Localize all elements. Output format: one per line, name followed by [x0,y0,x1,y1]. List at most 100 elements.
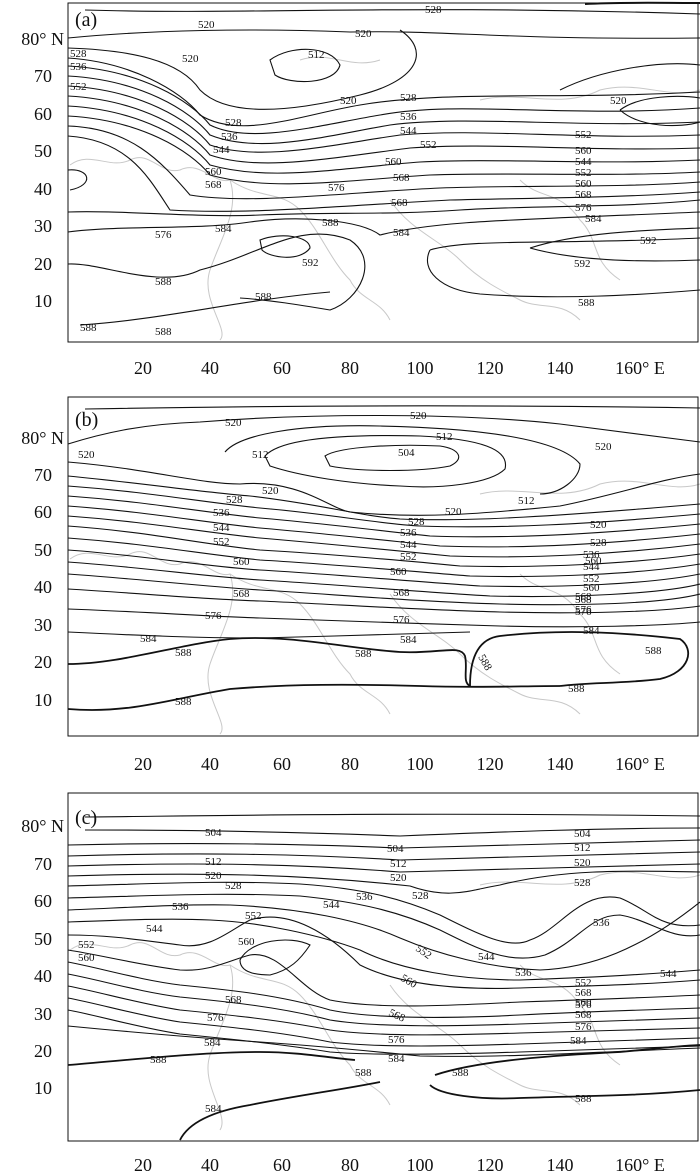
contour-label: 520 [445,506,462,518]
contour-label: 584 [388,1053,405,1065]
contour-label: 588 [355,1067,372,1079]
contour-label: 584 [205,1103,222,1115]
contour-label: 560 [233,556,250,568]
contour-label: 560 [575,145,592,157]
contour-label: 568 [393,172,410,184]
contour-label: 536 [400,527,417,539]
contour-label: 568 [387,1007,407,1025]
contour-label: 560 [399,972,420,991]
y-tick: 30 [34,615,52,635]
contour-label: 520 [262,485,279,497]
contour-label: 568 [575,594,592,606]
y-axis-a: 80° N 70 60 50 40 30 20 10 [21,29,64,311]
x-tick: 80 [341,1155,359,1174]
contour-label: 520 [590,519,607,531]
contour-label: 592 [302,257,319,269]
x-tick: 60 [273,358,291,378]
contour-label: 576 [155,229,172,241]
contour-label: 588 [575,1093,592,1105]
contour-map-b: 520 520 520 512 504 512 520 512 520 528 … [21,396,700,774]
x-tick: 80 [341,358,359,378]
x-tick: 100 [407,754,434,774]
y-tick: 80° N [21,428,64,448]
contour-label: 528 [226,494,243,506]
y-tick: 80° N [21,29,64,49]
y-tick: 20 [34,652,52,672]
contour-label: 520 [78,449,95,461]
contour-label: 568 [205,179,222,191]
y-axis-c: 80° N 70 60 50 40 30 20 10 [21,816,64,1098]
map-panel-c: 504 504 504 512 512 512 520 520 520 528 … [0,790,700,1174]
contour-label: 576 [575,1021,592,1033]
y-tick: 70 [34,854,52,874]
contour-label: 504 [387,843,404,855]
y-tick: 20 [34,254,52,274]
contour-label: 512 [574,842,591,854]
x-axis-c: 20 40 60 80 100 120 140 160° E [134,1155,665,1174]
contour-label: 520 [390,872,407,884]
contour-label: 544 [660,968,677,980]
contour-label: 584 [393,227,410,239]
contour-label: 520 [198,19,215,31]
contour-label: 576 [328,182,345,194]
y-tick: 10 [34,690,52,710]
contour-map-c: 504 504 504 512 512 512 520 520 520 528 … [21,792,700,1174]
contour-label: 552 [213,536,230,548]
contour-label: 528 [70,48,87,60]
contour-label: 588 [175,696,192,708]
x-tick: 100 [407,358,434,378]
contour-label: 504 [205,827,222,839]
contour-label: 588 [645,645,662,657]
x-tick: 120 [477,1155,504,1174]
contour-label: 536 [356,891,373,903]
contour-label: 588 [255,291,272,303]
x-tick: 160° E [615,358,665,378]
frame-b [67,396,699,737]
contour-label: 588 [155,326,172,338]
contour-label: 552 [575,129,592,141]
panel-tag: (b) [75,409,98,431]
x-tick: 40 [201,358,219,378]
contour-map-a: 528 520 520 512 520 528 536 552 520 528 … [21,1,700,378]
x-axis-a: 20 40 60 80 100 120 140 160° E [134,358,665,378]
contour-label: 552 [245,910,262,922]
contour-label: 528 [425,4,442,16]
contour-label: 520 [610,95,627,107]
contour-label: 520 [410,410,427,422]
contour-label: 576 [575,606,592,618]
contour-label: 512 [518,495,535,507]
contour-label: 536 [593,917,610,929]
contour-label: 520 [355,28,372,40]
coastline-a [69,56,700,341]
contour-label: 544 [575,156,592,168]
contour-label: 588 [578,297,595,309]
contour-label: 544 [400,539,417,551]
contour-label: 536 [515,967,532,979]
contour-label: 560 [583,582,600,594]
contour-labels-a: 528 520 520 512 520 528 536 552 520 528 … [70,4,657,338]
contour-label: 584 [215,223,232,235]
contour-label: 536 [70,61,87,73]
x-tick: 140 [547,358,574,378]
contour-label: 568 [575,591,592,603]
contour-label: 552 [583,573,600,585]
x-tick: 120 [477,754,504,774]
contour-label: 552 [420,139,437,151]
contour-label: 560 [390,566,407,578]
map-panel-b: 520 520 520 512 504 512 520 512 520 528 … [0,394,700,784]
contour-label: 560 [205,166,222,178]
x-tick: 100 [407,1155,434,1174]
x-tick: 60 [273,754,291,774]
frame-a [67,2,699,343]
contour-label: 520 [574,857,591,869]
contour-label: 588 [452,1067,469,1079]
contour-label: 576 [207,1012,224,1024]
contour-label: 592 [574,258,591,270]
contour-label: 520 [205,870,222,882]
contour-label: 544 [213,144,230,156]
y-tick: 30 [34,1004,52,1024]
contour-label: 568 [575,987,592,999]
x-axis-b: 20 40 60 80 100 120 140 160° E [134,754,665,774]
contour-label: 520 [182,53,199,65]
y-tick: 70 [34,66,52,86]
